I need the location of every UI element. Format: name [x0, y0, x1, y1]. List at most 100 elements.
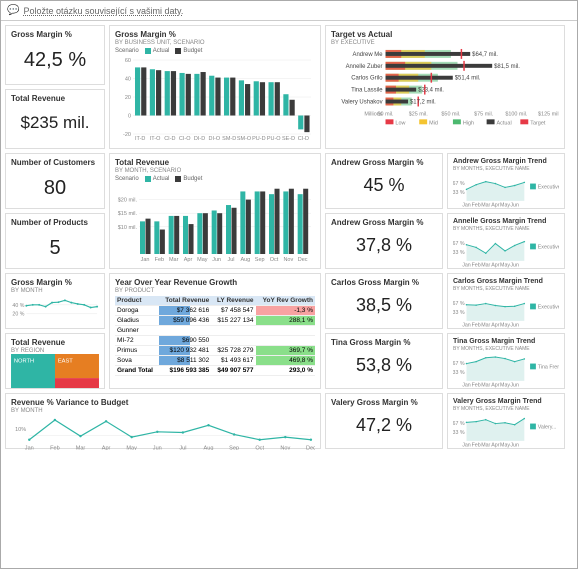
question-text: Položte otázku související s vašimi daty… — [23, 6, 183, 16]
chart-variance[interactable]: Revenue % Variance to Budget BY MONTH 10… — [5, 393, 321, 449]
tile-title: Annelle Gross Margin Trend — [453, 218, 559, 225]
svg-text:Mar: Mar — [76, 445, 86, 450]
svg-text:Apr: Apr — [491, 443, 499, 449]
svg-text:67 %: 67 % — [453, 421, 465, 427]
svg-text:May: May — [500, 383, 510, 389]
kpi-value: 37,8 % — [331, 235, 437, 256]
table-yoy-growth[interactable]: Year Over Year Revenue Growth BY PRODUCT… — [109, 273, 321, 389]
tile-subtitle: BY MONTH, SCENARIO — [115, 168, 315, 174]
svg-text:Jun: Jun — [153, 445, 162, 450]
svg-text:CI-D: CI-D — [164, 136, 175, 142]
svg-text:67 %: 67 % — [453, 361, 465, 367]
svg-text:CI-O: CI-O — [179, 136, 191, 142]
svg-text:$64,7 mil.: $64,7 mil. — [472, 52, 498, 58]
tile-title: Total Revenue — [11, 338, 99, 347]
line-chart-svg: 40 % 20 % — [11, 294, 99, 330]
svg-text:67 %: 67 % — [453, 181, 465, 187]
kpi-customers[interactable]: Number of Customers 80 — [5, 153, 105, 209]
svg-text:10%: 10% — [15, 427, 26, 433]
spark-exec-tina[interactable]: Tina Gross Margin Trend BY MONTHS, EXECU… — [447, 333, 565, 389]
svg-text:20 %: 20 % — [12, 312, 24, 318]
svg-text:NORTH: NORTH — [14, 359, 34, 365]
tile-title: Carlos Gross Margin Trend — [453, 278, 559, 285]
svg-text:Jan: Jan — [462, 203, 471, 209]
kpi-gross-margin[interactable]: Gross Margin % 42,5 % — [5, 25, 105, 85]
kpi-total-revenue[interactable]: Total Revenue $235 mil. — [5, 89, 105, 149]
kpi-products[interactable]: Number of Products 5 — [5, 213, 105, 269]
svg-text:$15 mil.: $15 mil. — [118, 211, 138, 217]
question-bar[interactable]: 💬 Položte otázku související s vašimi da… — [1, 1, 577, 21]
svg-text:Jan: Jan — [462, 383, 471, 389]
svg-text:May: May — [500, 323, 510, 329]
tile-title: Gross Margin % — [11, 30, 99, 39]
tile-title: Gross Margin % — [115, 30, 315, 39]
svg-text:Low: Low — [395, 120, 405, 126]
svg-text:-20: -20 — [123, 132, 131, 138]
svg-text:Carlos Grilo: Carlos Grilo — [351, 76, 383, 82]
kpi-value: 38,5 % — [331, 295, 437, 316]
svg-text:Feb: Feb — [472, 323, 481, 329]
kpi-value: 47,2 % — [331, 415, 437, 436]
kpi-value: 42,5 % — [11, 49, 99, 72]
svg-text:33 %: 33 % — [453, 370, 465, 376]
kpi-exec-carlos[interactable]: Carlos Gross Margin % 38,5 % — [325, 273, 443, 329]
svg-text:Jan: Jan — [462, 323, 471, 329]
svg-text:40 %: 40 % — [12, 303, 24, 309]
svg-text:Apr: Apr — [491, 383, 499, 389]
kpi-value: 80 — [11, 177, 99, 200]
svg-text:SE-D: SE-D — [282, 136, 295, 142]
tile-title: Andrew Gross Margin % — [331, 158, 437, 167]
svg-text:Mid: Mid — [429, 120, 438, 126]
svg-text:0: 0 — [128, 114, 131, 120]
svg-text:Dec: Dec — [298, 257, 308, 263]
kpi-value: 45 % — [331, 175, 437, 196]
svg-text:Apr: Apr — [491, 203, 499, 209]
kpi-value: 53,8 % — [331, 355, 437, 376]
chart-gm-trend[interactable]: Gross Margin % BY MONTH 40 %20 % — [5, 273, 105, 329]
svg-text:Jun: Jun — [510, 263, 519, 269]
svg-text:Annelle Zuber: Annelle Zuber — [346, 64, 383, 70]
tile-title: Target vs Actual — [331, 30, 559, 39]
svg-text:PU-O: PU-O — [267, 136, 281, 142]
tile-title: Andrew Gross Margin % — [331, 218, 437, 227]
sparkline-svg: 67 %33 %JanFebMarAprMayJunExecutive — [453, 232, 559, 269]
kpi-exec-tina[interactable]: Tina Gross Margin % 53,8 % — [325, 333, 443, 389]
svg-text:IT-O: IT-O — [150, 136, 161, 142]
chart-gross-margin-bu[interactable]: Gross Margin % BY BUSINESS UNIT, SCENARI… — [109, 25, 321, 149]
svg-text:Actual: Actual — [497, 120, 512, 126]
chart-total-revenue-month[interactable]: Total Revenue BY MONTH, SCENARIO Scenari… — [109, 153, 321, 269]
svg-text:Apr: Apr — [102, 445, 111, 450]
svg-text:Nov: Nov — [283, 257, 293, 263]
tile-title: Gross Margin % — [11, 278, 99, 287]
svg-text:Valery Ushakov: Valery Ushakov — [341, 99, 382, 105]
svg-text:Oct: Oct — [255, 445, 264, 450]
svg-text:Dec: Dec — [306, 445, 315, 450]
treemap-svg: NORTHEAST — [11, 354, 99, 388]
svg-text:33 %: 33 % — [453, 430, 465, 436]
svg-text:$100 mil.: $100 mil. — [505, 111, 528, 117]
spark-exec-valery[interactable]: Valery Gross Margin Trend BY MONTHS, EXE… — [447, 393, 565, 449]
spark-exec-annelle[interactable]: Annelle Gross Margin Trend BY MONTHS, EX… — [447, 213, 565, 269]
svg-text:$25 mil.: $25 mil. — [409, 111, 429, 117]
chart-legend: Scenario Actual Budget — [115, 48, 315, 54]
kpi-exec-andrew2[interactable]: Andrew Gross Margin % 37,8 % — [325, 213, 443, 269]
svg-text:Tina Frenc...: Tina Frenc... — [538, 364, 559, 370]
chart-rev-region[interactable]: Total Revenue BY REGION NORTHEAST — [5, 333, 105, 389]
spark-exec-carlos[interactable]: Carlos Gross Margin Trend BY MONTHS, EXE… — [447, 273, 565, 329]
svg-text:Executive: Executive — [538, 184, 559, 190]
svg-text:Target: Target — [530, 120, 546, 126]
tile-subtitle: BY PRODUCT — [115, 288, 315, 294]
kpi-exec-valery[interactable]: Valery Gross Margin % 47,2 % — [325, 393, 443, 449]
kpi-exec-andrew[interactable]: Andrew Gross Margin % 45 % — [325, 153, 443, 209]
svg-text:Feb: Feb — [472, 203, 481, 209]
svg-text:Sep: Sep — [229, 445, 239, 450]
tile-title: Number of Products — [11, 218, 99, 227]
svg-text:Jul: Jul — [179, 445, 186, 450]
spark-exec-andrew[interactable]: Andrew Gross Margin Trend BY MONTHS, EXE… — [447, 153, 565, 209]
svg-text:$23,4 mil.: $23,4 mil. — [418, 88, 444, 94]
svg-text:DI-O: DI-O — [209, 136, 221, 142]
chat-icon: 💬 — [7, 5, 19, 16]
chart-target-actual[interactable]: Target vs Actual BY EXECUTIVE Andrew Me$… — [325, 25, 565, 149]
svg-text:Apr: Apr — [491, 323, 499, 329]
svg-text:Jun: Jun — [510, 203, 519, 209]
